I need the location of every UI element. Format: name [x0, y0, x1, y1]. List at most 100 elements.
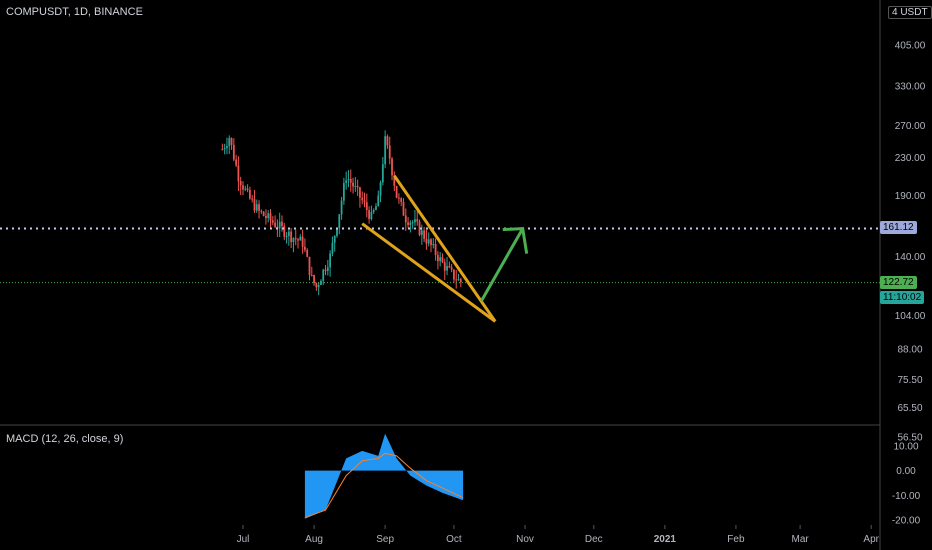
time-tick-label: Apr: [863, 534, 879, 545]
falling-wedge-drawing[interactable]: [361, 174, 497, 323]
candle-body: [283, 226, 286, 237]
candle-body: [235, 159, 238, 166]
candle-body: [239, 181, 242, 186]
candle-body: [386, 136, 389, 146]
candle-body: [395, 185, 398, 198]
time-axis[interactable]: Jul Aug Sep Oct Nov Dec 2021 Feb Mar Apr: [237, 525, 880, 545]
candle-body: [388, 145, 391, 159]
candle-body: [448, 265, 451, 268]
candle-body: [265, 215, 267, 219]
target-arrow-drawing[interactable]: [480, 227, 529, 302]
candle-body: [232, 144, 235, 160]
candle-body: [271, 220, 274, 223]
price-tick-label: 140.00: [895, 252, 926, 263]
candle-body: [253, 198, 256, 211]
candle-body: [370, 211, 373, 219]
candle-countdown-tag: 11:10:02: [880, 290, 925, 304]
candle-body: [294, 238, 297, 240]
candle-body: [381, 164, 384, 183]
candle-body: [258, 204, 260, 211]
price-tick-label: 75.50: [897, 375, 922, 386]
candle-body: [226, 146, 228, 149]
candle-body: [450, 267, 453, 270]
currency-unit-badge[interactable]: 4 USDT: [888, 6, 932, 19]
candle-body: [313, 275, 315, 284]
candle-body: [400, 198, 403, 202]
candle-body: [260, 210, 263, 212]
candle-body: [361, 197, 364, 201]
candle-body: [368, 210, 370, 219]
candle-body: [441, 257, 444, 263]
price-tick-label: 65.50: [897, 403, 922, 414]
candle-body: [446, 265, 448, 271]
macd-indicator-label[interactable]: MACD (12, 26, close, 9): [6, 433, 124, 445]
price-tick-label: 230.00: [895, 153, 926, 164]
candle-body: [391, 158, 393, 176]
time-tick-label: Nov: [516, 534, 534, 545]
time-tick-label: 2021: [654, 534, 677, 545]
candle-body: [228, 138, 231, 147]
candle-body: [393, 175, 396, 186]
candle-body: [281, 221, 283, 227]
candle-body: [336, 228, 338, 236]
candle-body: [409, 222, 412, 225]
candle-body: [434, 243, 437, 255]
symbol-title[interactable]: COMPUSDT, 1D, BINANCE: [6, 6, 143, 18]
price-tick-label: 405.00: [895, 41, 926, 52]
time-tick-label: Oct: [446, 534, 462, 545]
candle-body: [430, 239, 432, 246]
candle-body: [267, 213, 270, 219]
candle-body: [223, 148, 226, 150]
candle-body: [455, 279, 458, 281]
candle-body: [255, 204, 258, 211]
candle-body: [299, 236, 302, 241]
candle-body: [333, 235, 336, 243]
candle-body: [324, 269, 327, 271]
price-tick-label: 190.00: [895, 191, 926, 202]
candle-body: [457, 279, 460, 281]
candle-body: [379, 182, 382, 196]
candle-body: [246, 188, 249, 190]
candle-body: [292, 238, 295, 243]
wedge-lower-line[interactable]: [361, 222, 497, 323]
candle-body: [416, 219, 419, 222]
current-price-tag: 122.72: [880, 275, 917, 289]
candle-body: [398, 197, 400, 199]
candle-body: [345, 180, 348, 184]
candle-body: [349, 178, 352, 183]
candle-body: [402, 201, 405, 216]
candle-body: [317, 285, 320, 288]
candle-body: [304, 246, 306, 250]
candle-body: [269, 213, 272, 221]
macd-axis: 10.00 0.00 -10.00 -20.00: [892, 442, 921, 527]
time-tick-label: Jul: [237, 534, 250, 545]
candle-body: [411, 222, 414, 224]
price-tick-label: 270.00: [895, 121, 926, 132]
arrow-shaft[interactable]: [480, 227, 525, 302]
candles-series: [221, 130, 462, 296]
candle-body: [436, 254, 439, 262]
candle-body: [375, 206, 377, 211]
candle-body: [244, 188, 247, 190]
price-axis[interactable]: 405.00 330.00 270.00 230.00 190.00 140.00 104.…: [895, 41, 926, 444]
candle-body: [310, 274, 313, 276]
candle-body: [439, 257, 442, 262]
candle-body: [356, 185, 359, 188]
candle-body: [306, 249, 309, 257]
arrow-head[interactable]: [502, 227, 529, 254]
candle-body: [308, 256, 311, 275]
candle-body: [278, 221, 281, 229]
wedge-upper-line[interactable]: [393, 174, 497, 323]
price-tick-label: 330.00: [895, 81, 926, 92]
time-tick-label: Mar: [792, 534, 810, 545]
candle-body: [262, 211, 265, 216]
candle-body: [248, 189, 251, 199]
candle-body: [427, 239, 430, 244]
candle-body: [297, 239, 299, 241]
candle-body: [418, 221, 421, 235]
candle-body: [453, 269, 455, 280]
candle-body: [230, 138, 233, 145]
candle-body: [384, 136, 387, 165]
candle-body: [331, 242, 334, 254]
